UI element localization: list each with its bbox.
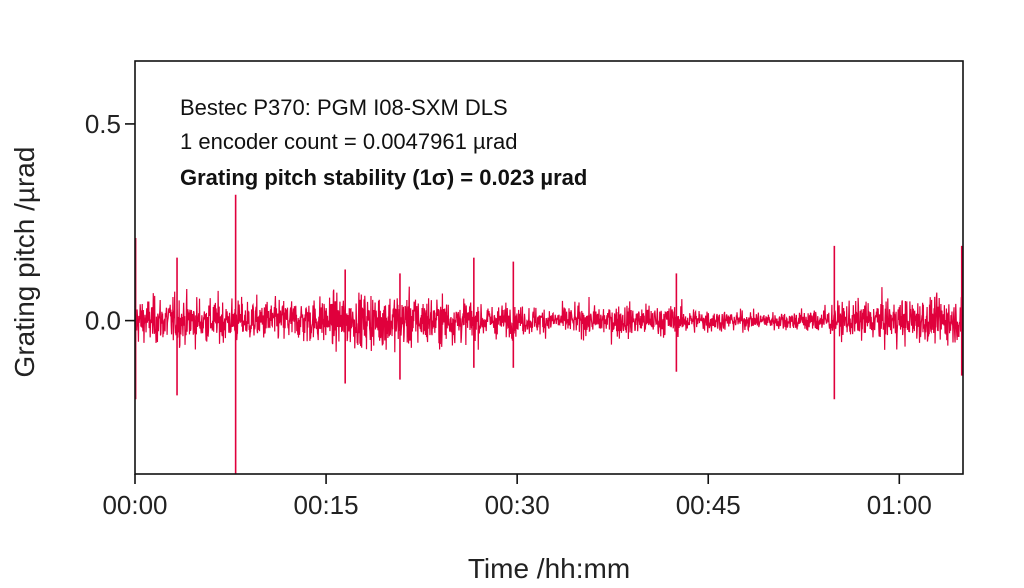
y-tick-label: 0.0	[85, 306, 121, 336]
annotation-line-1: Bestec P370: PGM I08-SXM DLS	[180, 95, 508, 120]
y-tick-label: 0.5	[85, 109, 121, 139]
annotation-line-3: Grating pitch stability (1σ) = 0.023 µra…	[180, 165, 587, 190]
x-tick-label: 01:00	[867, 490, 932, 520]
annotation-line-2: 1 encoder count = 0.0047961 µrad	[180, 129, 517, 154]
x-axis: 00:00 00:15 00:30 00:45 01:00	[102, 474, 932, 520]
signal-trace	[134, 286, 964, 353]
y-axis-title: Grating pitch /µrad	[9, 147, 40, 378]
x-tick-label: 00:45	[676, 490, 741, 520]
x-tick-label: 00:00	[102, 490, 167, 520]
plot-frame	[134, 60, 964, 475]
series-layer	[134, 194, 964, 474]
y-axis: 0.0 0.5	[85, 109, 135, 336]
x-tick-label: 00:30	[485, 490, 550, 520]
x-tick-label: 00:15	[294, 490, 359, 520]
x-axis-title: Time /hh:mm	[468, 553, 630, 584]
